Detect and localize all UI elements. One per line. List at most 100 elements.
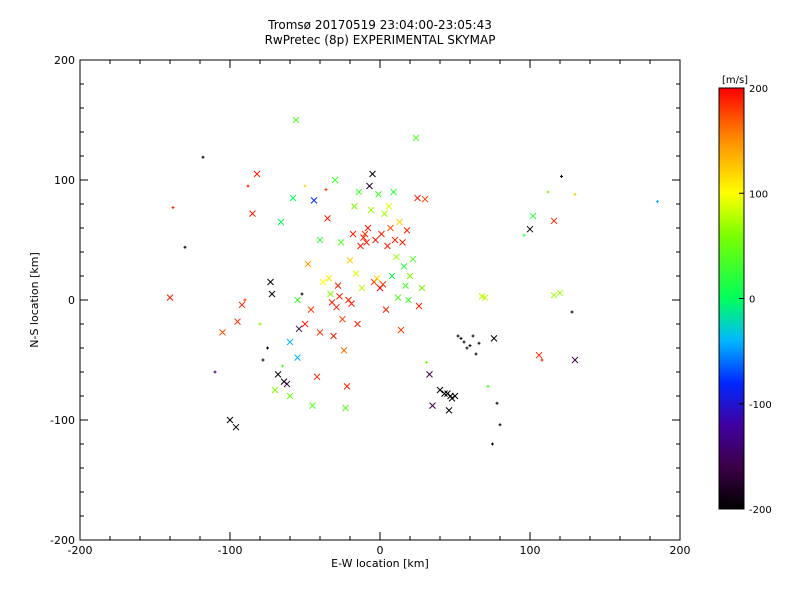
colorbar: [m/s] -200 -100 0 100 200 xyxy=(718,75,772,516)
data-point xyxy=(238,301,246,309)
data-point xyxy=(375,191,382,198)
data-point xyxy=(535,351,543,359)
colorbar-ticks: -200 -100 0 100 200 xyxy=(739,84,772,516)
data-point xyxy=(573,192,577,196)
data-point-x-stroke-b xyxy=(333,303,340,311)
data-point xyxy=(286,392,294,400)
data-point-x-stroke-b xyxy=(346,257,354,264)
data-point xyxy=(266,346,269,350)
data-point xyxy=(300,292,304,296)
data-point xyxy=(325,275,333,282)
data-point-x-stroke-b xyxy=(550,291,558,299)
data-point-x-stroke-b xyxy=(402,282,409,289)
data-point-x-stroke-b xyxy=(382,306,390,313)
data-point-x-stroke-b xyxy=(378,230,385,238)
data-point xyxy=(412,134,420,142)
data-point-x-stroke-b xyxy=(421,195,429,203)
data-point-x-stroke-b xyxy=(351,203,358,210)
data-point xyxy=(465,346,469,350)
colorbar-tick-label: -200 xyxy=(749,505,772,516)
data-point-x-stroke-b xyxy=(481,294,489,301)
data-point-x-stroke-b xyxy=(399,239,406,246)
data-point xyxy=(426,371,433,378)
data-point xyxy=(462,340,466,344)
data-point-x-stroke-b xyxy=(367,206,375,214)
data-point-x-stroke-b xyxy=(294,296,301,304)
data-point-x-stroke-b xyxy=(556,289,564,297)
data-point-x-stroke-b xyxy=(381,210,388,217)
data-point-x-stroke-b xyxy=(307,306,315,313)
data-point xyxy=(406,272,414,280)
data-point xyxy=(656,200,659,204)
data-point xyxy=(373,275,381,282)
colorbar-tick-label: 0 xyxy=(749,295,755,306)
data-point-x-stroke-b xyxy=(343,383,351,390)
data-point-x-stroke-b xyxy=(441,390,448,397)
data-point xyxy=(303,184,307,188)
data-point-x-stroke-b xyxy=(478,293,486,300)
data-point xyxy=(366,182,373,190)
data-point xyxy=(495,401,499,405)
data-point-x-stroke-b xyxy=(406,272,414,280)
data-point-x-stroke-b xyxy=(319,278,327,286)
plot-frame xyxy=(79,59,681,541)
data-point xyxy=(526,225,534,233)
data-point-x-stroke-b xyxy=(429,402,436,409)
data-point xyxy=(372,236,379,244)
data-point xyxy=(409,255,417,263)
data-point xyxy=(243,298,247,302)
data-point-x-stroke-b xyxy=(490,335,498,342)
data-point-x-stroke-b xyxy=(328,299,336,306)
data-point xyxy=(324,188,328,192)
data-point xyxy=(441,390,448,397)
data-point-x-stroke-b xyxy=(529,212,537,220)
data-point-x-stroke-b xyxy=(166,294,174,301)
data-point xyxy=(226,416,234,424)
data-point xyxy=(258,322,262,326)
data-point-x-stroke-b xyxy=(234,318,241,325)
data-point xyxy=(253,170,261,178)
data-point xyxy=(385,203,393,210)
data-point-x-stroke-b xyxy=(571,356,579,364)
data-point-x-stroke-b xyxy=(316,329,324,336)
data-point-x-stroke-b xyxy=(355,188,363,196)
chart-subtitle: RwPretec (8p) EXPERIMENTAL SKYMAP xyxy=(265,33,496,47)
y-tick-label: 0 xyxy=(68,294,75,307)
data-point-x-stroke-b xyxy=(426,371,433,378)
data-point-x-stroke-b xyxy=(363,239,370,246)
colorbar-tick-label: 100 xyxy=(749,189,768,200)
data-point xyxy=(283,380,291,388)
data-point xyxy=(183,245,187,249)
data-point xyxy=(246,184,250,188)
data-point xyxy=(358,284,366,292)
data-point xyxy=(343,383,351,390)
data-point xyxy=(352,270,360,277)
data-point xyxy=(360,234,367,241)
data-point xyxy=(384,242,391,250)
data-point-x-stroke-b xyxy=(310,197,318,204)
axis-layer: -200 -100 0 100 200 -200 -100 0 100 200 xyxy=(50,54,690,557)
data-point-x-stroke-b xyxy=(361,230,369,238)
data-point-x-stroke-b xyxy=(373,275,381,282)
y-tick-label: -200 xyxy=(50,534,75,547)
data-point xyxy=(295,325,303,333)
data-point xyxy=(481,294,489,301)
data-point xyxy=(337,239,345,246)
data-point xyxy=(316,329,324,336)
data-point-x-stroke-b xyxy=(249,210,256,217)
data-point xyxy=(361,230,369,238)
data-point xyxy=(364,224,372,232)
data-point xyxy=(234,318,241,325)
data-point xyxy=(219,329,226,336)
data-point-x-stroke-b xyxy=(301,320,309,328)
data-point-x-stroke-b xyxy=(384,242,391,250)
data-point xyxy=(421,195,429,203)
data-point-x-stroke-b xyxy=(226,416,234,424)
data-point-x-stroke-b xyxy=(550,217,558,225)
data-point-x-stroke-b xyxy=(271,386,279,394)
data-point-x-stroke-b xyxy=(292,116,300,124)
data-point-x-stroke-b xyxy=(385,203,393,210)
data-point-x-stroke-b xyxy=(336,293,343,300)
data-point-x-stroke-b xyxy=(387,224,394,232)
data-point-x-stroke-b xyxy=(418,284,426,292)
